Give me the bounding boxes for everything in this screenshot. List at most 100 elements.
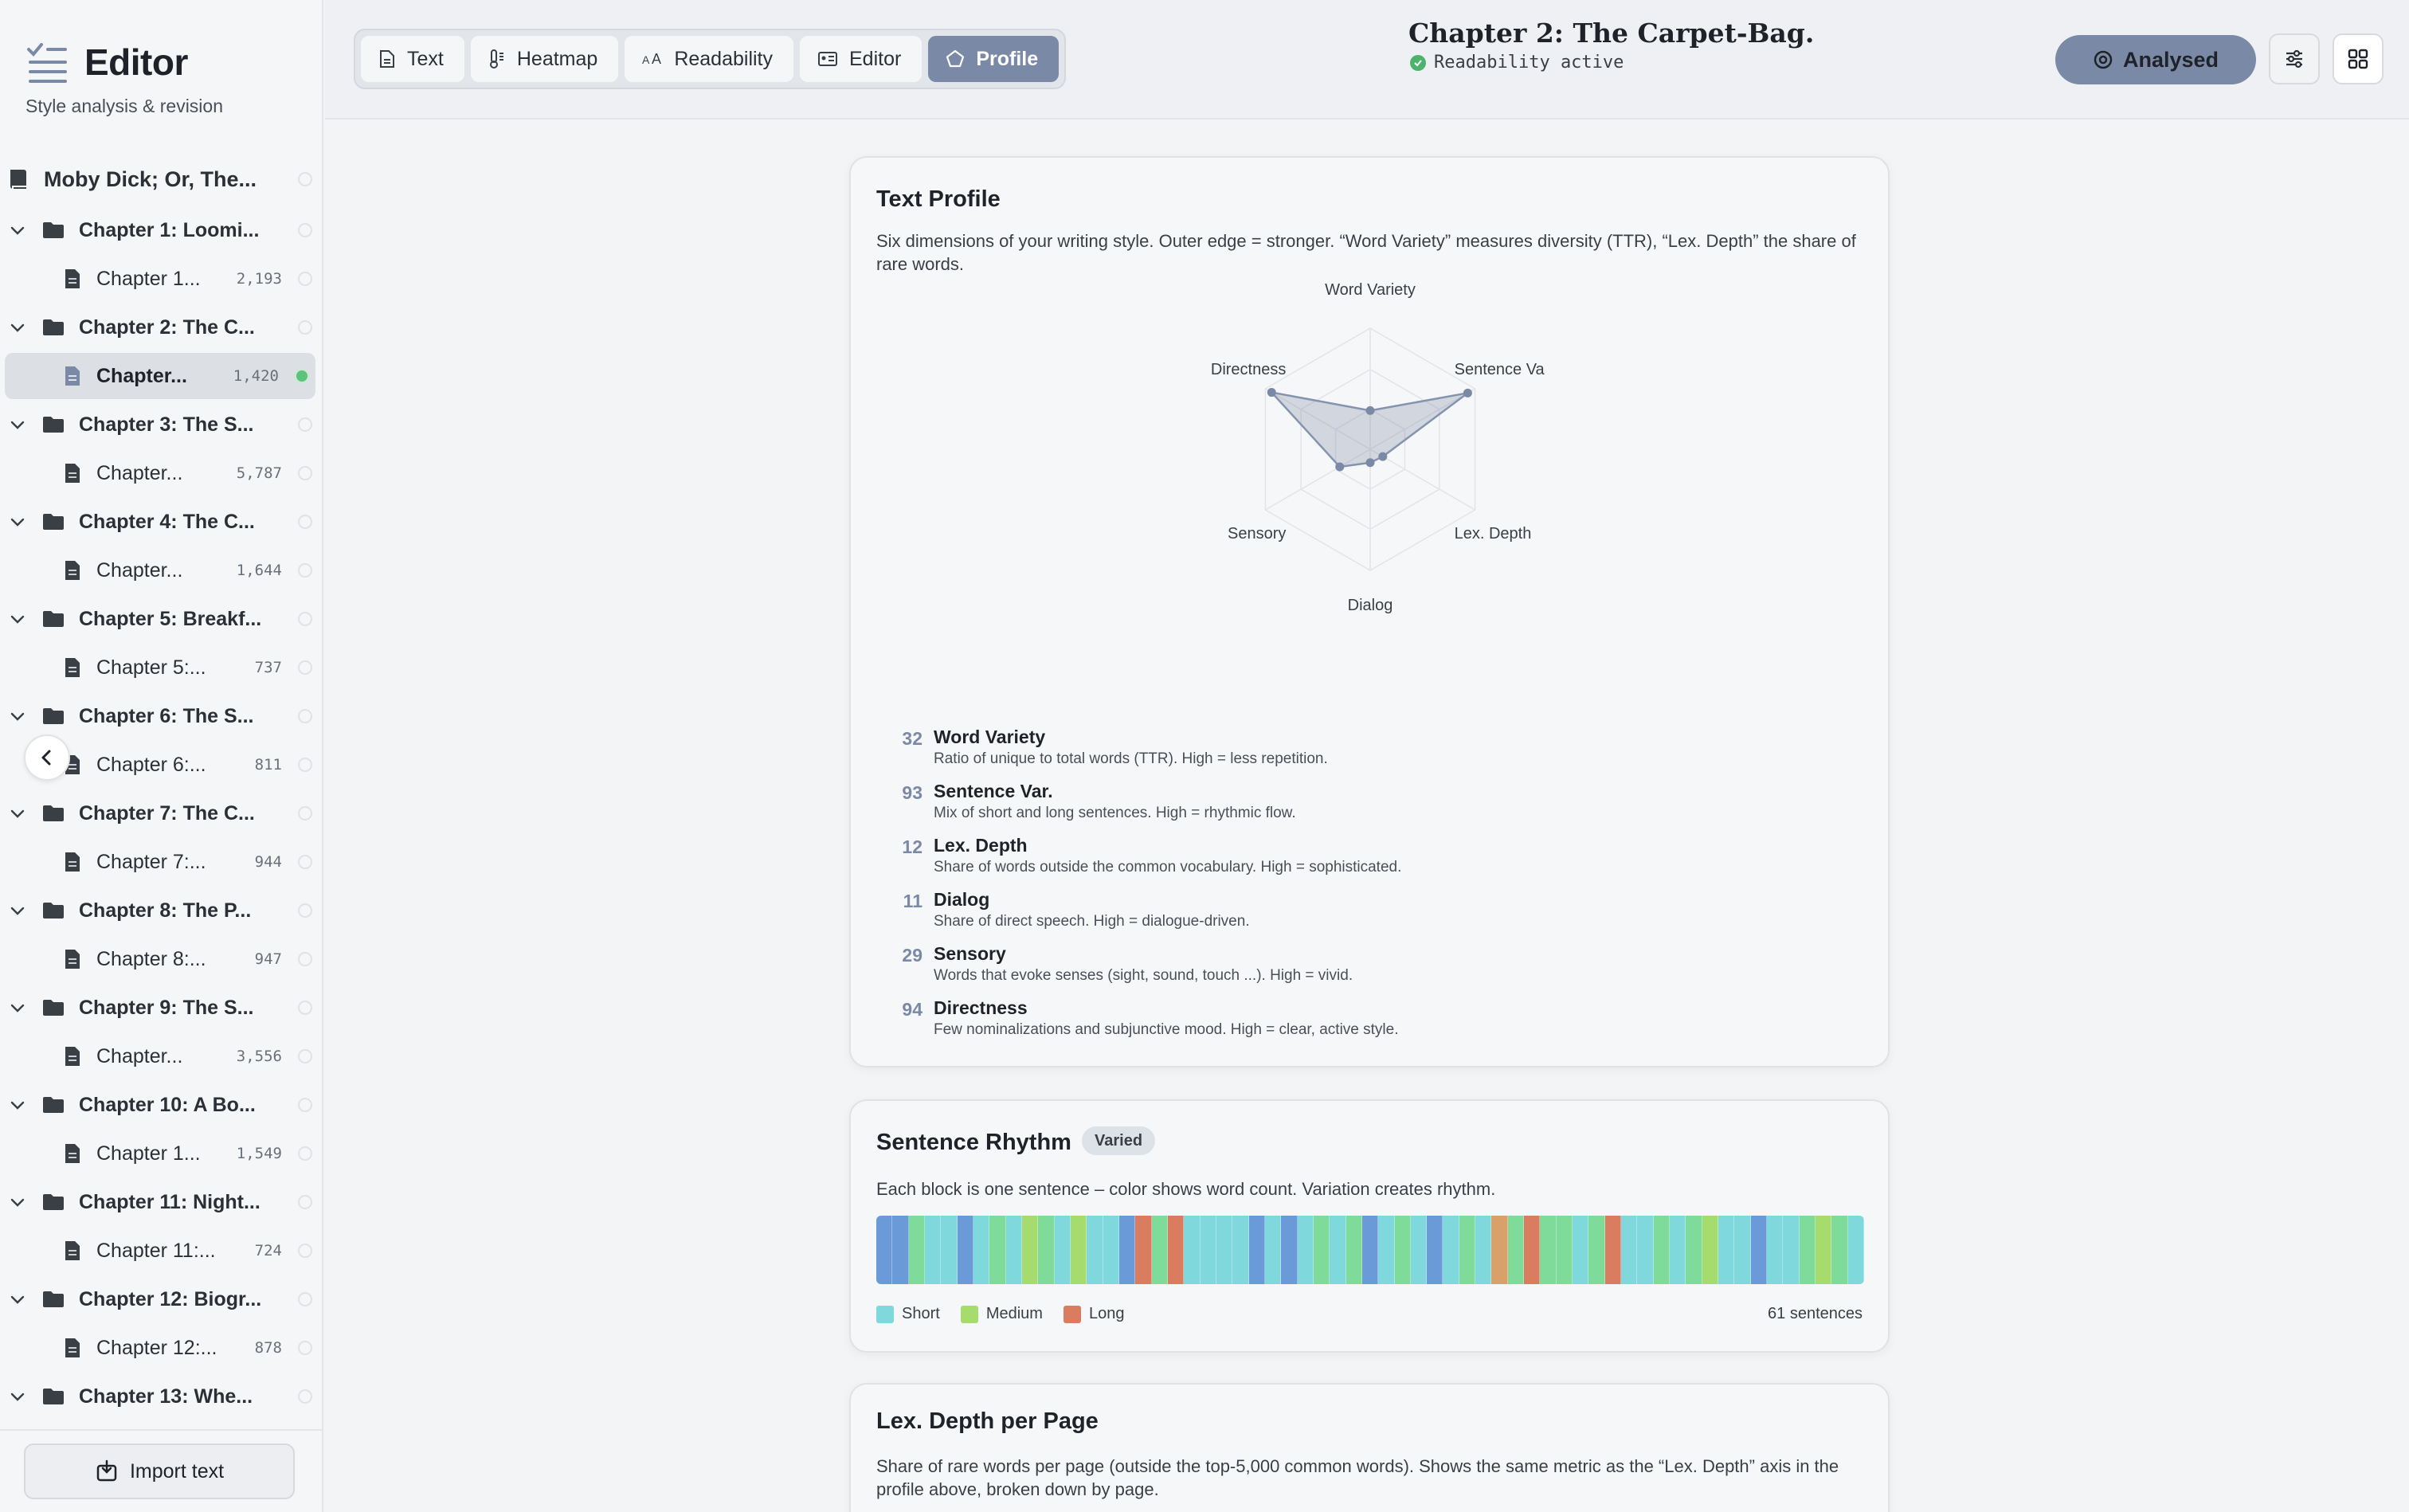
tree-item-folder[interactable]: Chapter 6: The S... [0,693,323,739]
tab-heatmap[interactable]: Heatmap [470,36,619,82]
sentence-block[interactable] [1637,1216,1654,1284]
sentence-block[interactable] [1621,1216,1638,1284]
tree-item-document[interactable]: Chapter 11:... 724 [0,1228,323,1274]
sentence-block[interactable] [1491,1216,1508,1284]
tree-item-document[interactable]: Chapter 12:... 878 [0,1325,323,1371]
sentence-block[interactable] [1232,1216,1249,1284]
tree-item-document[interactable]: Chapter 6:... 811 [0,742,323,788]
sentence-block[interactable] [1524,1216,1541,1284]
sentence-block[interactable] [1799,1216,1816,1284]
tree-item-document[interactable]: Chapter 5:... 737 [0,644,323,691]
tree-item-folder[interactable]: Chapter 13: Whe... [0,1373,323,1420]
tree-item-folder[interactable]: Chapter 1: Loomi... [0,207,323,253]
tree-item-document[interactable]: Chapter 1... 2,193 [0,256,323,302]
sentence-block[interactable] [1297,1216,1314,1284]
sentence-block[interactable] [1816,1216,1832,1284]
tree-item-folder[interactable]: Chapter 8: The P... [0,887,323,934]
sentence-block[interactable] [1831,1216,1848,1284]
sentence-block[interactable] [1653,1216,1671,1284]
sentence-block[interactable] [1248,1216,1265,1284]
sentence-block[interactable] [1670,1216,1686,1284]
sentence-block[interactable] [1005,1216,1022,1284]
sentence-block[interactable] [1118,1216,1136,1284]
sentence-block[interactable] [1573,1216,1589,1284]
layout-button[interactable] [2333,33,2384,84]
tree-item-document[interactable]: Chapter... 3,556 [0,1033,323,1079]
sentence-block[interactable] [1200,1216,1216,1284]
sentence-block[interactable] [1264,1216,1282,1284]
tab-readability[interactable]: A A Readability [625,36,793,82]
tree-item-folder[interactable]: Chapter 5: Breakf... [0,596,323,642]
sentence-block[interactable] [1361,1216,1379,1284]
tree-item-folder[interactable]: Chapter 3: The S... [0,402,323,448]
sentence-block[interactable] [941,1216,958,1284]
tree-item-folder[interactable]: Chapter 10: A Bo... [0,1082,323,1128]
sentence-block[interactable] [1330,1216,1346,1284]
radar-axis-label: Dialog [1348,597,1393,614]
sentence-block[interactable] [1021,1216,1039,1284]
sentence-block[interactable] [876,1216,893,1284]
sentence-block[interactable] [973,1216,990,1284]
sentence-block[interactable] [1702,1216,1719,1284]
sentence-block[interactable] [1313,1216,1330,1284]
sentence-block[interactable] [1281,1216,1298,1284]
sentence-block[interactable] [1410,1216,1428,1284]
sentence-block[interactable] [1507,1216,1525,1284]
sentence-block[interactable] [1038,1216,1055,1284]
import-text-button[interactable]: Import text [24,1443,295,1499]
sentence-block[interactable] [1750,1216,1768,1284]
tree-item-book[interactable]: Moby Dick; Or, The... [0,156,323,202]
sentence-block[interactable] [957,1216,973,1284]
sentence-block[interactable] [1734,1216,1751,1284]
sentence-block[interactable] [1588,1216,1605,1284]
sentence-block[interactable] [1556,1216,1573,1284]
sentence-block[interactable] [1686,1216,1702,1284]
sentence-block[interactable] [1346,1216,1362,1284]
tree-item-folder[interactable]: Chapter 9: The S... [0,985,323,1031]
sentence-block[interactable] [1847,1216,1864,1284]
sentence-block[interactable] [1054,1216,1071,1284]
card-title: Sentence Rhythm [876,1130,1071,1155]
sentence-block[interactable] [1767,1216,1784,1284]
sentence-block[interactable] [1604,1216,1622,1284]
sentence-block[interactable] [1540,1216,1557,1284]
tree-item-folder[interactable]: Chapter 7: The C... [0,790,323,836]
sentence-block[interactable] [1475,1216,1492,1284]
sentence-block[interactable] [924,1216,942,1284]
metric-item: 32 Word Variety Ratio of unique to total w… [895,725,1851,779]
tab-editor[interactable]: Editor [800,36,922,82]
sentence-block[interactable] [1718,1216,1735,1284]
collapse-sidebar-button[interactable] [24,734,70,781]
sentence-block[interactable] [1184,1216,1201,1284]
sentence-block[interactable] [1783,1216,1800,1284]
sentence-block[interactable] [1378,1216,1395,1284]
tab-profile[interactable]: Profile [928,36,1060,82]
sentence-block[interactable] [1087,1216,1103,1284]
sentence-block[interactable] [1135,1216,1152,1284]
tree-item-folder[interactable]: Chapter 4: The C... [0,499,323,545]
sentence-block[interactable] [1459,1216,1476,1284]
sentence-block[interactable] [892,1216,909,1284]
sentence-block[interactable] [908,1216,925,1284]
sentence-block[interactable] [1103,1216,1119,1284]
sentence-block[interactable] [1427,1216,1443,1284]
tree-item-document[interactable]: Chapter 8:... 947 [0,936,323,982]
tab-text[interactable]: Text [361,36,464,82]
sentence-block[interactable] [1216,1216,1233,1284]
sentence-block[interactable] [1070,1216,1087,1284]
tree-item-folder[interactable]: Chapter 11: Night... [0,1179,323,1225]
settings-button[interactable] [2269,33,2320,84]
tree-item-document[interactable]: Chapter... 5,787 [0,450,323,496]
sentence-block[interactable] [1394,1216,1411,1284]
sentence-block[interactable] [1443,1216,1459,1284]
sentence-block[interactable] [1167,1216,1185,1284]
tree-item-document[interactable]: Chapter 1... 1,549 [0,1130,323,1177]
tree-item-document[interactable]: Chapter... 1,644 [0,547,323,593]
tree-item-folder[interactable]: Chapter 12: Biogr... [0,1276,323,1322]
analysed-button[interactable]: Analysed [2055,35,2256,84]
sentence-block[interactable] [1151,1216,1168,1284]
sentence-block[interactable] [989,1216,1006,1284]
tree-item-document[interactable]: Chapter... 1,420 [5,353,315,399]
tree-item-document[interactable]: Chapter 7:... 944 [0,839,323,885]
tree-item-folder[interactable]: Chapter 2: The C... [0,304,323,351]
